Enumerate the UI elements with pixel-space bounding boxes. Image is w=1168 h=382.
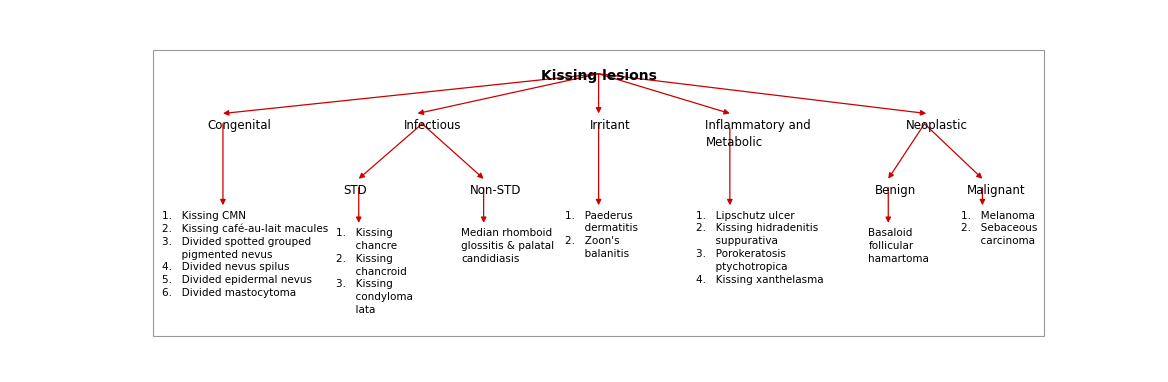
Text: Benign: Benign xyxy=(875,184,916,197)
Text: 1.   Kissing
      chancre
2.   Kissing
      chancroid
3.   Kissing
      condy: 1. Kissing chancre 2. Kissing chancroid … xyxy=(336,228,413,315)
Text: 1.   Lipschutz ulcer
2.   Kissing hidradenitis
      suppurativa
3.   Porokerato: 1. Lipschutz ulcer 2. Kissing hidradenit… xyxy=(696,210,823,285)
Text: 1.   Kissing CMN
2.   Kissing café-au-lait macules
3.   Divided spotted grouped
: 1. Kissing CMN 2. Kissing café-au-lait m… xyxy=(162,210,328,298)
Text: 1.   Paederus
      dermatitis
2.   Zoon's
      balanitis: 1. Paederus dermatitis 2. Zoon's balanit… xyxy=(565,210,638,259)
Text: Irritant: Irritant xyxy=(590,119,631,133)
Text: Kissing lesions: Kissing lesions xyxy=(541,70,656,83)
Text: Congenital: Congenital xyxy=(208,119,271,133)
Text: 1.   Melanoma
2.   Sebaceous
      carcinoma: 1. Melanoma 2. Sebaceous carcinoma xyxy=(960,210,1037,246)
Text: Neoplastic: Neoplastic xyxy=(906,119,968,133)
Text: STD: STD xyxy=(343,184,367,197)
Text: Non-STD: Non-STD xyxy=(470,184,522,197)
Text: Infectious: Infectious xyxy=(404,119,461,133)
Text: Basaloid
follicular
hamartoma: Basaloid follicular hamartoma xyxy=(868,228,930,264)
Text: Median rhomboid
glossitis & palatal
candidiasis: Median rhomboid glossitis & palatal cand… xyxy=(461,228,554,264)
Text: Inflammatory and
Metabolic: Inflammatory and Metabolic xyxy=(705,119,811,149)
Text: Malignant: Malignant xyxy=(967,184,1026,197)
